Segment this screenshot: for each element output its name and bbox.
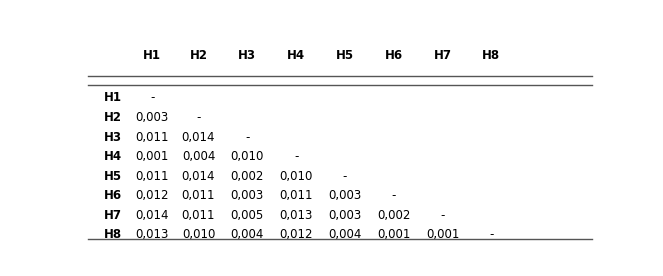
Text: 0,013: 0,013	[279, 209, 313, 222]
Text: 0,014: 0,014	[182, 170, 215, 183]
Text: -: -	[294, 150, 298, 163]
Text: H8: H8	[482, 49, 501, 62]
Text: H8: H8	[103, 228, 121, 241]
Text: 0,002: 0,002	[377, 209, 410, 222]
Text: 0,003: 0,003	[231, 189, 264, 202]
Text: 0,012: 0,012	[279, 228, 313, 241]
Text: H3: H3	[103, 131, 121, 144]
Text: 0,010: 0,010	[231, 150, 264, 163]
Text: H1: H1	[103, 91, 121, 104]
Text: -: -	[196, 111, 201, 124]
Text: -: -	[245, 131, 249, 144]
Text: 0,003: 0,003	[328, 209, 361, 222]
Text: 0,003: 0,003	[136, 111, 169, 124]
Text: -: -	[489, 228, 493, 241]
Text: -: -	[440, 209, 445, 222]
Text: 0,011: 0,011	[182, 209, 215, 222]
Text: 0,001: 0,001	[377, 228, 410, 241]
Text: -: -	[343, 170, 347, 183]
Text: 0,011: 0,011	[279, 189, 313, 202]
Text: H5: H5	[336, 49, 354, 62]
Text: H4: H4	[287, 49, 305, 62]
Text: H1: H1	[143, 49, 161, 62]
Text: 0,004: 0,004	[231, 228, 264, 241]
Text: H5: H5	[103, 170, 121, 183]
Text: 0,011: 0,011	[135, 131, 169, 144]
Text: 0,005: 0,005	[231, 209, 264, 222]
Text: -: -	[150, 91, 154, 104]
Text: H4: H4	[103, 150, 121, 163]
Text: 0,004: 0,004	[182, 150, 215, 163]
Text: 0,011: 0,011	[135, 170, 169, 183]
Text: 0,003: 0,003	[328, 189, 361, 202]
Text: 0,002: 0,002	[231, 170, 264, 183]
Text: 0,004: 0,004	[328, 228, 361, 241]
Text: H2: H2	[103, 111, 121, 124]
Text: H3: H3	[238, 49, 257, 62]
Text: 0,013: 0,013	[135, 228, 169, 241]
Text: 0,010: 0,010	[279, 170, 313, 183]
Text: 0,001: 0,001	[426, 228, 459, 241]
Text: H6: H6	[103, 189, 121, 202]
Text: H6: H6	[385, 49, 403, 62]
Text: H2: H2	[190, 49, 208, 62]
Text: 0,010: 0,010	[182, 228, 215, 241]
Text: 0,014: 0,014	[135, 209, 169, 222]
Text: -: -	[392, 189, 396, 202]
Text: 0,001: 0,001	[135, 150, 169, 163]
Text: 0,012: 0,012	[135, 189, 169, 202]
Text: 0,014: 0,014	[182, 131, 215, 144]
Text: 0,011: 0,011	[182, 189, 215, 202]
Text: H7: H7	[434, 49, 452, 62]
Text: H7: H7	[103, 209, 121, 222]
